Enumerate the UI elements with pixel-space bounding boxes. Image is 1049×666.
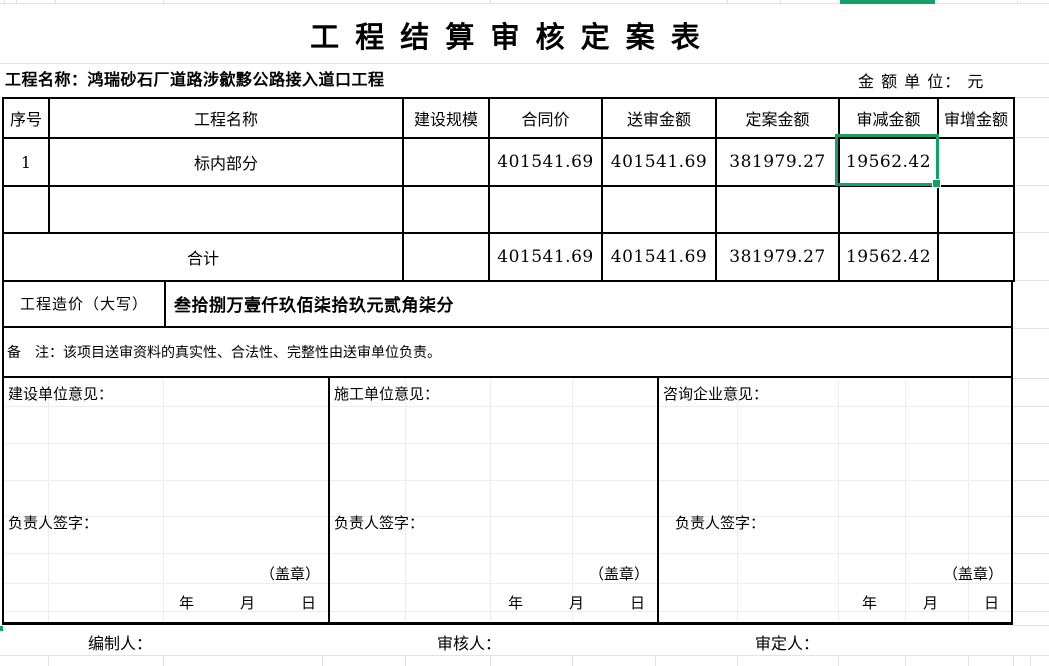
cell-seq[interactable] [2,185,50,234]
month-label: 月 [922,594,938,612]
table-total-row: 合计 401541.69 401541.69 381979.27 19562.4… [2,232,1015,282]
signature-label: 负责人签字： [8,514,99,532]
header-cell-increased[interactable]: 审增金额 [937,97,1015,139]
cell-seq[interactable]: 1 [2,137,50,187]
page-title: 工 程 结 算 审 核 定 案 表 [310,20,703,54]
cell-submitted[interactable]: 401541.69 [601,137,717,187]
table-row: 1 标内部分 401541.69 401541.69 381979.27 195… [2,137,1015,187]
gridline [0,63,1049,64]
remark-row[interactable]: 备 注：该项目送审资料的真实性、合法性、完整性由送审单位负责。 [2,328,1013,378]
seal-label: （盖章） [588,565,649,583]
preparer-label: 编制人： [88,634,153,653]
header-cell-submitted[interactable]: 送审金额 [601,97,717,139]
seal-label: （盖章） [942,565,1003,583]
selected-column-indicator [840,0,935,4]
cell-total-scale[interactable] [402,232,490,282]
seal-label: （盖章） [259,565,320,583]
table-row [2,185,1015,234]
opinions-section: 建设单位意见： 负责人签字： （盖章） 年 月 日 施工单位意见： 负责人签字：… [2,378,1013,625]
table-header-row: 序号 工程名称 建设规模 合同价 送审金额 定案金额 审减金额 审增金额 [2,97,1015,139]
header-cell-project[interactable]: 工程名称 [48,97,404,139]
cell-total-label[interactable]: 合计 [2,232,404,282]
selected-cell-outline[interactable] [835,134,941,188]
cell-final[interactable] [715,185,840,234]
approver-label: 审定人： [755,634,820,653]
header-cell-seq[interactable]: 序号 [2,97,50,139]
signature-label: 负责人签字： [334,514,425,532]
header-cell-contract[interactable]: 合同价 [488,97,603,139]
header-cell-final[interactable]: 定案金额 [715,97,840,139]
date-line: 年 月 日 [862,592,999,613]
year-label: 年 [178,594,194,612]
cell-scale[interactable] [402,185,490,234]
header-cell-scale[interactable]: 建设规模 [402,97,490,139]
cell-project[interactable]: 标内部分 [48,137,404,187]
reviewer-label: 审核人： [437,634,502,653]
amount-in-words-label[interactable]: 工程造价（大写） [4,280,166,326]
opinion-title: 建设单位意见： [8,385,114,403]
month-label: 月 [239,594,255,612]
day-label: 日 [629,594,645,612]
remark-text: 备 注：该项目送审资料的真实性、合法性、完整性由送审单位负责。 [7,345,441,361]
year-label: 年 [861,594,877,612]
opinion-title: 施工单位意见： [334,385,440,403]
cell-total-final[interactable]: 381979.27 [715,232,840,282]
cell-total-reduced[interactable]: 19562.42 [838,232,939,282]
date-line: 年 月 日 [508,592,645,613]
amount-unit-label: 金 额 单 位： 元 [858,72,985,91]
opinion-box-consulting-firm[interactable]: 咨询企业意见： 负责人签字： （盖章） 年 月 日 [659,378,1011,622]
amount-in-words-row: 工程造价（大写） 叁拾捌万壹仟玖佰柒拾玖元贰角柒分 [2,280,1013,328]
opinion-box-contractor-unit[interactable]: 施工单位意见： 负责人签字： （盖章） 年 月 日 [330,378,659,622]
cell-contract[interactable] [488,185,603,234]
cell-total-increased[interactable] [937,232,1015,282]
year-label: 年 [507,594,523,612]
settlement-table: 序号 工程名称 建设规模 合同价 送审金额 定案金额 审减金额 审增金额 1 标… [2,97,1015,282]
month-label: 月 [568,594,584,612]
day-label: 日 [300,594,316,612]
cell-scale[interactable] [402,137,490,187]
cell-increased[interactable] [937,185,1015,234]
project-name-label: 工程名称：鸿瑞砂石厂道路涉歙黟公路接入道口工程 [5,70,385,89]
cell-submitted[interactable] [601,185,717,234]
cell-project[interactable] [48,185,404,234]
day-label: 日 [983,594,999,612]
cell-final[interactable]: 381979.27 [715,137,840,187]
cell-contract[interactable]: 401541.69 [488,137,603,187]
cell-reduced[interactable] [838,185,939,234]
cell-total-contract[interactable]: 401541.69 [488,232,603,282]
signature-label: 负责人签字： [675,514,766,532]
opinion-title: 咨询企业意见： [663,385,769,403]
row-header-indicator [0,626,3,631]
opinion-box-construction-unit[interactable]: 建设单位意见： 负责人签字： （盖章） 年 月 日 [4,378,330,622]
fill-handle[interactable] [932,179,941,188]
cell-increased[interactable] [937,137,1015,187]
header-cell-reduced[interactable]: 审减金额 [838,97,939,139]
amount-in-words-value[interactable]: 叁拾捌万壹仟玖佰柒拾玖元贰角柒分 [174,295,454,316]
cell-total-submitted[interactable]: 401541.69 [601,232,717,282]
date-line: 年 月 日 [179,592,316,613]
